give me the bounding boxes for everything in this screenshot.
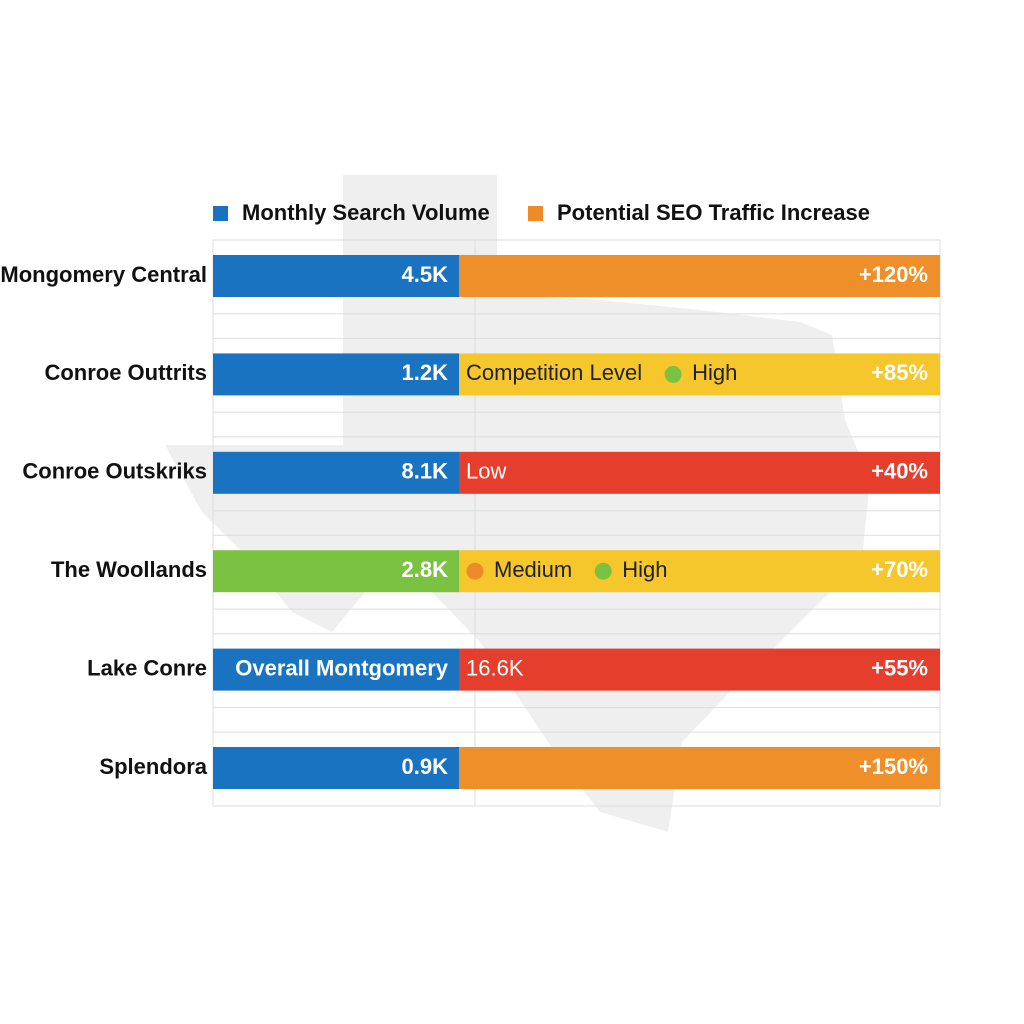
- left-segment: [213, 550, 459, 593]
- row-label: Conroe Outskriks: [22, 459, 207, 484]
- legend-label: Monthly Search Volume: [242, 200, 490, 225]
- right-segment: [459, 255, 940, 297]
- left-value: 4.5K: [402, 262, 449, 287]
- row-label: Conroe Outtrits: [44, 360, 207, 385]
- right-segment: [459, 747, 940, 789]
- legend: Monthly Search Volume Potential SEO Traff…: [213, 200, 870, 225]
- right-segment: [459, 550, 940, 593]
- segment-text: High: [622, 557, 667, 582]
- traffic-increase: +85%: [871, 360, 928, 385]
- row-label: The Woollands: [51, 557, 207, 582]
- traffic-increase: +150%: [859, 754, 928, 779]
- traffic-increase: +55%: [871, 655, 928, 680]
- right-segment: [459, 353, 940, 396]
- traffic-increase: +120%: [859, 262, 928, 287]
- segment-text: Low: [466, 459, 506, 484]
- right-segment: [459, 451, 940, 494]
- traffic-increase: +70%: [871, 557, 928, 582]
- traffic-increase: +40%: [871, 459, 928, 484]
- left-value: 1.2K: [402, 360, 449, 385]
- row-label: Mongomery Central: [0, 262, 207, 287]
- segment-text: 16.6K: [466, 655, 524, 680]
- left-segment: [213, 255, 459, 297]
- status-dot: [594, 562, 612, 580]
- left-value: 0.9K: [402, 754, 449, 779]
- left-value: 8.1K: [402, 459, 449, 484]
- right-segment: [459, 648, 940, 691]
- status-dot: [466, 562, 484, 580]
- left-segment: [213, 451, 459, 494]
- left-segment: [213, 747, 459, 789]
- legend-label: Potential SEO Traffic Increase: [557, 200, 870, 225]
- rows: Mongomery Central 4.5K +120% Conroe Outtrit…: [0, 255, 940, 789]
- status-dot: [664, 365, 682, 383]
- left-value: Overall Montgomery: [235, 655, 448, 680]
- legend-swatch: [213, 206, 228, 221]
- left-value: 2.8K: [402, 557, 449, 582]
- row-label: Lake Conre: [87, 655, 207, 680]
- left-segment: [213, 353, 459, 396]
- segment-text: Competition Level: [466, 360, 642, 385]
- segment-text: Medium: [494, 557, 572, 582]
- legend-swatch: [528, 206, 543, 221]
- segment-text: High: [692, 360, 737, 385]
- row-label: Splendora: [99, 754, 207, 779]
- left-segment: [213, 648, 459, 691]
